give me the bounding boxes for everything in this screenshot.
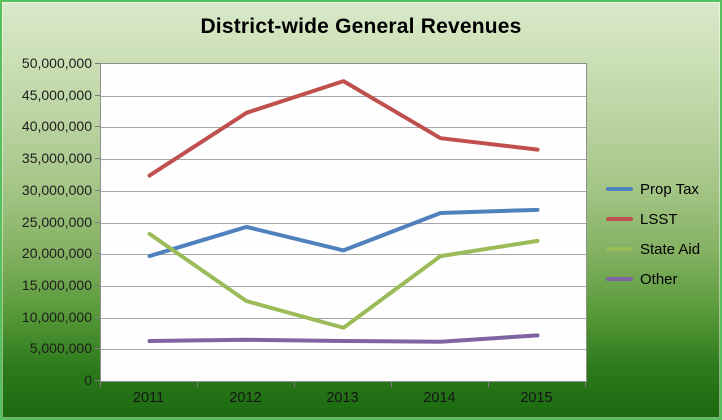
y-axis-tick: [95, 221, 100, 223]
y-axis-tick: [95, 189, 100, 191]
x-axis-tick: [100, 382, 101, 387]
y-axis-label: 0: [84, 372, 92, 388]
y-axis-tick: [95, 316, 100, 318]
y-axis-label: 15,000,000: [21, 276, 92, 293]
gridline-40000000: [101, 127, 586, 129]
legend: Prop Tax LSST State Aid Other: [606, 174, 700, 294]
legend-label: Prop Tax: [640, 180, 699, 198]
y-axis-label: 30,000,000: [21, 181, 92, 198]
legend-label: State Aid: [640, 240, 701, 258]
legend-swatch-other-icon: [606, 277, 633, 281]
y-axis-tick: [95, 63, 100, 64]
y-axis-tick: [95, 380, 100, 381]
y-axis-tick: [95, 126, 100, 128]
legend-swatch-lsst-icon: [606, 217, 633, 221]
gridline-10000000: [101, 317, 586, 319]
x-axis-label: 2015: [520, 390, 553, 406]
y-axis-label: 10,000,000: [21, 308, 92, 325]
gridline-15000000: [101, 285, 586, 287]
chart-title: District-wide General Revenues: [200, 15, 522, 38]
x-axis-tick: [197, 382, 198, 387]
x-axis-tick: [391, 382, 392, 387]
series-line-other: [147, 333, 540, 344]
gridline-20000000: [101, 254, 586, 256]
x-axis-tick: [294, 382, 295, 387]
y-axis-tick: [95, 253, 100, 255]
x-axis-label: 2014: [423, 390, 456, 406]
y-axis-label: 35,000,000: [21, 150, 92, 167]
gridline-25000000: [101, 222, 586, 224]
plot-area: [100, 63, 587, 382]
legend-item-other: Other: [606, 264, 700, 294]
x-axis-tick: [488, 382, 489, 387]
y-axis-tick: [95, 94, 100, 96]
y-axis-label: 20,000,000: [21, 245, 92, 262]
legend-label: Other: [640, 270, 678, 288]
legend-item-prop-tax: Prop Tax: [606, 174, 700, 204]
legend-swatch-prop-tax-icon: [606, 187, 633, 191]
legend-item-state-aid: State Aid: [606, 234, 700, 264]
gridline-5000000: [101, 349, 586, 351]
gridline-45000000: [101, 95, 586, 97]
series-line-lsst: [147, 79, 540, 178]
y-axis-label: 5,000,000: [29, 340, 92, 357]
y-axis-label: 25,000,000: [21, 213, 92, 230]
series-line-prop-tax: [147, 207, 540, 259]
y-axis-label: 40,000,000: [21, 118, 92, 135]
x-axis-label: 2013: [326, 390, 359, 406]
x-axis-label: 2012: [229, 390, 262, 406]
legend-label: LSST: [640, 210, 678, 228]
line-series-svg: [147, 79, 540, 344]
y-axis-tick: [95, 284, 100, 286]
y-axis-label: 45,000,000: [21, 86, 92, 103]
legend-item-lsst: LSST: [606, 204, 700, 234]
y-axis-tick: [95, 348, 100, 350]
legend-swatch-state-aid-icon: [606, 247, 633, 251]
series-line-state-aid: [147, 231, 540, 330]
y-axis-tick: [95, 158, 100, 160]
gridline-35000000: [101, 159, 586, 161]
x-axis-tick: [585, 382, 586, 387]
gridline-30000000: [101, 190, 586, 192]
x-axis-label: 2011: [132, 390, 165, 406]
y-axis-label: 50,000,000: [21, 55, 92, 71]
